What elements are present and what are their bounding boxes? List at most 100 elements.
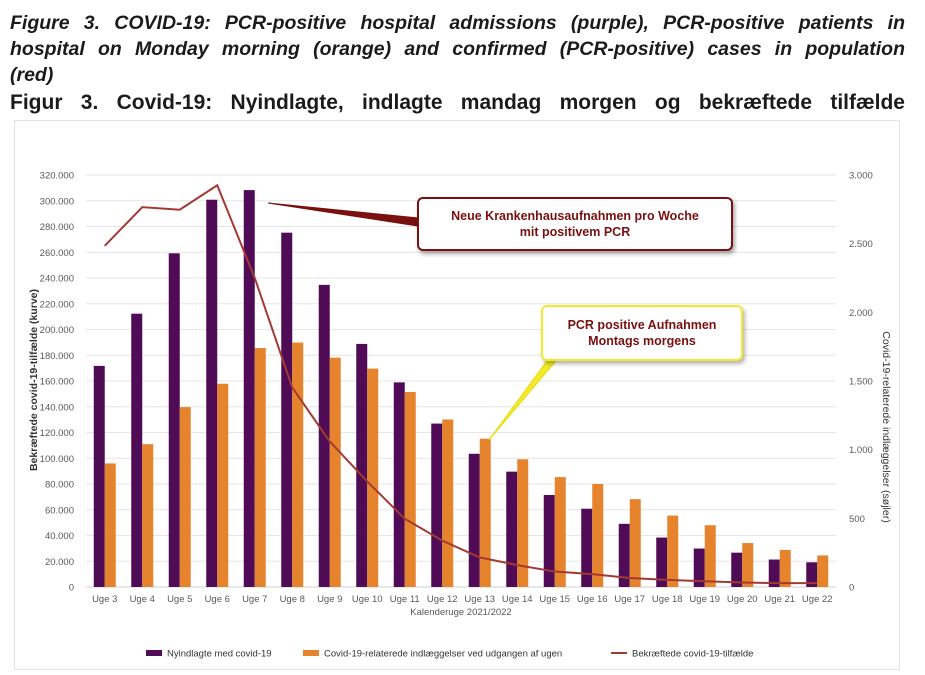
bar-new-admissions (731, 552, 743, 587)
legend-label: Covid-19-relaterede indlæggelser ved udg… (324, 649, 562, 660)
bar-new-admissions (131, 313, 143, 587)
x-tick-label: Uge 10 (352, 594, 383, 605)
legend: Nyindlagte med covid-19 Covid-19-relatere… (146, 649, 753, 660)
x-tick-label: Uge 8 (280, 594, 305, 605)
bar-hospitalized-end-of-week (817, 555, 829, 587)
bar-new-admissions (468, 453, 480, 587)
cases-line-path (104, 183, 818, 585)
bar-hospitalized-end-of-week (179, 407, 191, 587)
bar-hospitalized-end-of-week (292, 342, 304, 587)
bar-hospitalized-end-of-week (554, 477, 566, 587)
x-tick-label: Uge 20 (727, 594, 758, 605)
x-tick-label: Uge 13 (464, 594, 495, 605)
x-tick-label: Uge 17 (614, 594, 645, 605)
bar-new-admissions (806, 562, 818, 587)
bars (93, 190, 829, 587)
bar-new-admissions (168, 253, 180, 587)
bar-hospitalized-end-of-week (742, 543, 754, 587)
bar-hospitalized-end-of-week (479, 438, 491, 587)
y-left-tick-label: 100.000 (40, 454, 74, 465)
bar-hospitalized-end-of-week (592, 484, 604, 587)
legend-item-hospitalized: Covid-19-relaterede indlæggelser ved udg… (303, 649, 562, 660)
legend-item-new-admissions: Nyindlagte med covid-19 (146, 649, 272, 660)
x-tick-label: Uge 5 (167, 594, 192, 605)
bar-hospitalized-end-of-week (517, 459, 529, 587)
bar-hospitalized-end-of-week (779, 549, 791, 587)
bar-hospitalized-end-of-week (629, 499, 641, 587)
x-axis-label: Kalenderuge 2021/2022 (410, 607, 511, 618)
y-left-tick-label: 200.000 (40, 325, 74, 336)
y-axis-left-ticks: 0 20.000 40.000 60.000 80.000 100.000 120.000 1… (40, 171, 74, 594)
caption-line-1: Figure 3. COVID-19: PCR-positive hospita… (10, 12, 905, 34)
x-tick-label: Uge 3 (92, 594, 117, 605)
y-left-tick-label: 260.000 (40, 248, 74, 259)
x-tick-label: Uge 19 (689, 594, 720, 605)
callout-yellow-line-2: Montags morgens (588, 334, 696, 348)
y-left-tick-label: 20.000 (45, 557, 74, 568)
bar-hospitalized-end-of-week (442, 419, 454, 587)
bar-hospitalized-end-of-week (254, 348, 266, 587)
bar-new-admissions (693, 548, 705, 587)
x-tick-label: Uge 6 (205, 594, 230, 605)
y-left-tick-label: 140.000 (40, 402, 74, 413)
bar-new-admissions (543, 494, 555, 587)
callout-new-admissions: Neue Krankenhausaufnahmen pro Woche mit … (417, 197, 733, 251)
y-axis-right-ticks: 0 500 1.000 1.500 2.000 2.500 3.000 (849, 171, 873, 594)
y-left-tick-label: 280.000 (40, 222, 74, 233)
y-left-tick-label: 60.000 (45, 505, 74, 516)
legend-swatch (303, 650, 319, 656)
y-right-tick-label: 2.500 (849, 239, 873, 250)
y-right-tick-label: 2.000 (849, 308, 873, 319)
y-left-tick-label: 120.000 (40, 428, 74, 439)
bar-new-admissions (281, 232, 293, 587)
y-left-tick-label: 0 (69, 583, 74, 594)
callout-red-line-1: Neue Krankenhausaufnahmen pro Woche (451, 209, 699, 223)
x-tick-label: Uge 15 (539, 594, 570, 605)
y-right-tick-label: 500 (849, 514, 865, 525)
bar-new-admissions (656, 537, 668, 587)
caption-line-3: (red) (10, 64, 54, 86)
x-tick-label: Uge 4 (130, 594, 155, 605)
legend-label: Bekræftede covid-19-tilfælde (632, 649, 753, 660)
yellow-callout-pointer (488, 353, 561, 441)
bar-new-admissions (506, 471, 518, 587)
callout-red-line-2: mit positivem PCR (519, 225, 631, 239)
legend-label: Nyindlagte med covid-19 (167, 649, 272, 660)
cases-line (104, 183, 818, 585)
x-axis-ticks: Uge 3 Uge 4 Uge 5 Uge 6 Uge 7 Uge 8 Uge 9 Uge 1… (92, 594, 833, 605)
x-tick-label: Uge 22 (802, 594, 833, 605)
bar-hospitalized-end-of-week (104, 463, 116, 587)
bar-hospitalized-end-of-week (704, 525, 716, 587)
x-tick-label: Uge 7 (242, 594, 267, 605)
legend-swatch (146, 650, 162, 656)
callout-yellow-line-1: PCR positive Aufnahmen (567, 318, 717, 332)
y-right-tick-label: 1.000 (849, 445, 873, 456)
bar-hospitalized-end-of-week (667, 515, 679, 587)
bar-new-admissions (243, 190, 255, 587)
y-left-tick-label: 40.000 (45, 531, 74, 542)
x-tick-label: Uge 11 (390, 594, 420, 605)
bar-new-admissions (393, 382, 405, 587)
y-left-tick-label: 80.000 (45, 480, 74, 491)
red-callout-pointer (267, 202, 419, 227)
y-left-tick-label: 180.000 (40, 351, 74, 362)
bar-new-admissions (431, 423, 443, 587)
caption-line-2: hospital on Monday morning (orange) and … (10, 38, 905, 60)
y-axis-right-label: Covid-19-relaterede indlæggelser (søjler… (880, 331, 892, 522)
bar-hospitalized-end-of-week (142, 444, 154, 587)
bar-new-admissions (356, 343, 368, 587)
y-left-tick-label: 160.000 (40, 377, 74, 388)
bar-new-admissions (581, 508, 593, 587)
y-axis-left-label: Bekræftede covid-19-tilfælde (kurve) (28, 289, 40, 471)
bar-hospitalized-end-of-week (404, 391, 416, 587)
bar-hospitalized-end-of-week (367, 368, 379, 587)
y-right-tick-label: 3.000 (849, 171, 873, 182)
bar-new-admissions (768, 559, 780, 587)
y-left-tick-label: 300.000 (40, 196, 74, 207)
bar-new-admissions (206, 199, 218, 587)
y-right-tick-label: 0 (849, 583, 854, 594)
bar-hospitalized-end-of-week (217, 383, 229, 587)
x-tick-label: Uge 18 (652, 594, 683, 605)
y-left-tick-label: 320.000 (40, 171, 74, 182)
